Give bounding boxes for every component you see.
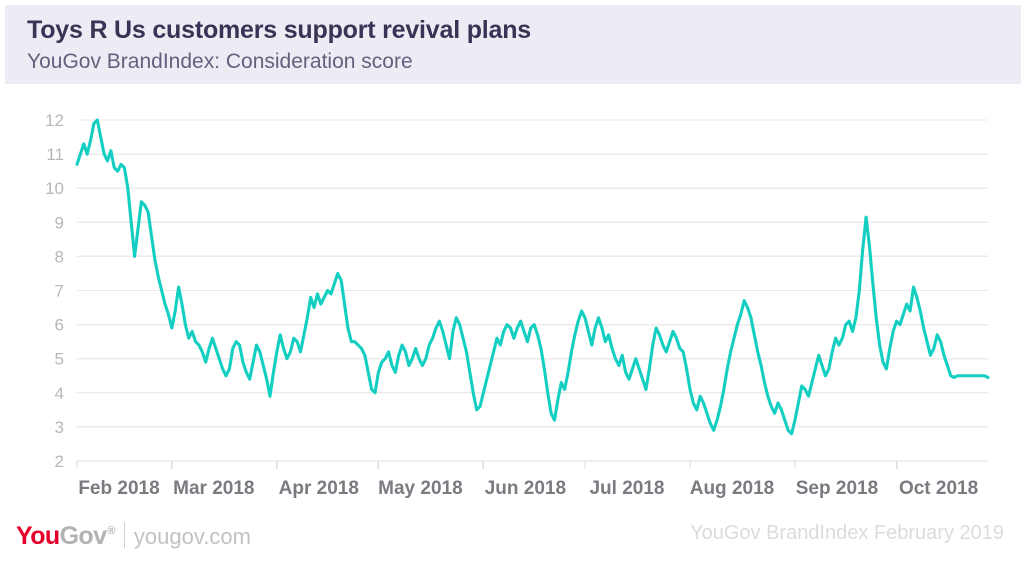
logo-divider xyxy=(123,522,125,548)
logo-you-text: You xyxy=(16,522,60,550)
series-line-consideration-score xyxy=(75,118,990,436)
x-axis-tick-label: Jun 2018 xyxy=(485,478,566,499)
y-axis-tick-label: 4 xyxy=(55,384,64,403)
x-axis-tick-label: Feb 2018 xyxy=(78,478,159,499)
footer-credit: YouGov BrandIndex February 2019 xyxy=(690,522,1004,544)
y-axis-tick-label: 9 xyxy=(55,213,64,232)
line-chart-svg: 2 3 4 5 6 7 8 9 10 11 12 Feb 2018 Mar 2018 Apr 2018 M… xyxy=(45,111,990,499)
plot-area: 2 3 4 5 6 7 8 9 10 11 12 Feb 2018 Mar 2018 Apr 2018 M… xyxy=(0,84,1026,504)
yougov-logo: You Gov ® yougov.com xyxy=(16,518,251,551)
y-axis-tick-label: 6 xyxy=(55,316,64,335)
registered-trademark-icon: ® xyxy=(107,525,115,537)
y-axis-tick-labels: 2 3 4 5 6 7 8 9 10 11 12 xyxy=(45,111,64,471)
y-axis-tick-label: 10 xyxy=(45,179,64,198)
chart-footer: You Gov ® yougov.com YouGov BrandIndex Feb… xyxy=(0,504,1026,561)
x-axis-tick-labels: Feb 2018 Mar 2018 Apr 2018 May 2018 Jun 2018… xyxy=(78,478,978,499)
logo-gov-text: Gov xyxy=(59,522,107,550)
y-axis-tick-label: 2 xyxy=(55,452,64,471)
y-axis-tick-label: 12 xyxy=(45,111,64,130)
x-axis-tick-label: Sep 2018 xyxy=(796,478,878,499)
x-axis-tick-label: Apr 2018 xyxy=(279,478,359,499)
website-url: yougov.com xyxy=(133,524,251,549)
page-title: Toys R Us customers support revival plan… xyxy=(27,16,531,44)
chart-header: Toys R Us customers support revival plan… xyxy=(5,5,1021,84)
y-axis-tick-label: 5 xyxy=(55,350,64,369)
x-axis-tick-label: Jul 2018 xyxy=(589,478,664,499)
x-axis-tick-label: Mar 2018 xyxy=(173,478,254,499)
y-axis-tick-label: 3 xyxy=(55,418,64,437)
gridlines xyxy=(76,119,988,469)
data-series xyxy=(75,118,990,436)
x-axis-tick-label: Oct 2018 xyxy=(899,478,978,499)
y-axis-tick-label: 7 xyxy=(55,282,64,301)
x-axis-tick-label: Aug 2018 xyxy=(690,478,774,499)
y-axis-tick-label: 11 xyxy=(46,145,64,164)
chart-subtitle: YouGov BrandIndex: Consideration score xyxy=(27,50,413,73)
x-axis-tick-label: May 2018 xyxy=(378,478,463,499)
y-axis-tick-label: 8 xyxy=(55,247,64,266)
